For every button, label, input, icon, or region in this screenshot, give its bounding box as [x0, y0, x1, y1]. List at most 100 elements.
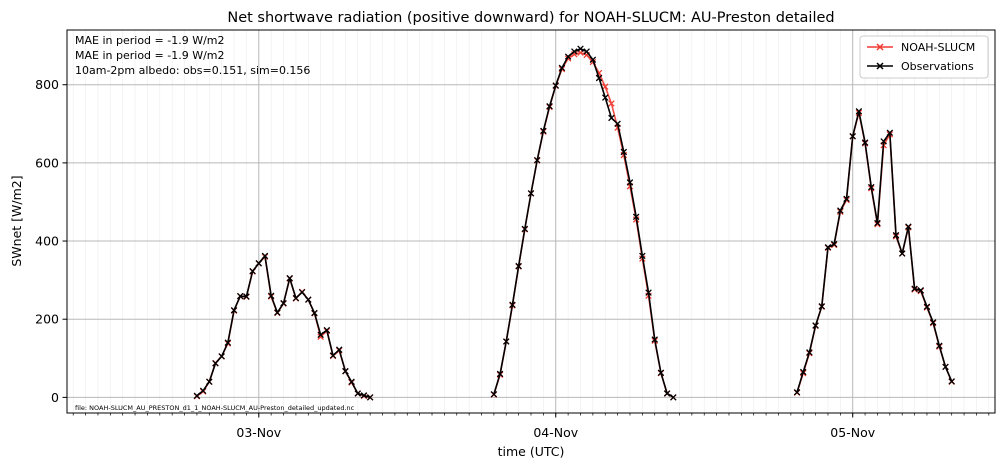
data-point-marker	[942, 363, 949, 371]
x-tick-label: 05-Nov	[830, 425, 875, 440]
series-layer	[193, 45, 955, 401]
legend-label-obs: Observations	[901, 60, 974, 73]
x-tick-label: 04-Nov	[533, 425, 578, 440]
data-point-marker	[905, 223, 912, 230]
data-point-marker	[552, 82, 560, 89]
y-tick-label: 400	[35, 234, 59, 249]
data-point-marker	[886, 129, 894, 137]
data-point-marker	[243, 293, 250, 300]
annotation-albedo: 10am-2pm albedo: obs=0.151, sim=0.156	[75, 64, 310, 77]
data-point-marker	[824, 244, 832, 251]
legend-label-model: NOAH-SLUCM	[901, 41, 975, 54]
data-point-marker	[923, 303, 931, 310]
y-tick-label: 200	[35, 312, 59, 327]
data-point-marker	[348, 378, 355, 385]
data-point-marker	[626, 179, 634, 186]
data-point-marker	[849, 133, 856, 140]
data-point-marker	[249, 267, 256, 275]
data-point-marker	[366, 394, 374, 401]
data-point-marker	[818, 303, 826, 310]
data-point-marker	[583, 48, 590, 55]
data-point-marker	[502, 338, 510, 345]
legend-marker-obs	[876, 62, 884, 70]
annotation-mae-2: MAE in period = -1.9 W/m2	[75, 49, 225, 62]
data-point-marker	[323, 326, 331, 334]
data-point-marker	[255, 260, 263, 267]
x-axis-label: time (UTC)	[498, 444, 565, 459]
data-point-marker	[193, 392, 201, 400]
data-point-marker	[286, 274, 293, 282]
data-point-marker	[360, 392, 368, 399]
data-point-marker	[608, 100, 615, 107]
data-point-marker	[212, 360, 219, 367]
data-point-marker	[929, 319, 937, 326]
data-point-marker	[651, 336, 658, 343]
data-point-marker	[515, 262, 522, 270]
data-point-marker	[274, 309, 281, 316]
data-point-marker	[589, 56, 597, 63]
series-line-segment	[493, 47, 674, 399]
data-point-marker	[595, 74, 603, 82]
y-tick-label: 0	[51, 390, 59, 405]
y-tick-label: 800	[35, 77, 59, 92]
data-point-marker	[280, 299, 287, 307]
y-tick-label: 600	[35, 155, 59, 170]
data-point-marker	[892, 231, 900, 239]
data-point-marker	[236, 292, 244, 300]
data-point-marker	[855, 108, 863, 115]
data-point-marker	[329, 352, 337, 359]
data-point-marker	[354, 390, 362, 397]
data-point-marker	[639, 252, 646, 260]
data-point-marker	[527, 190, 535, 197]
data-point-marker	[874, 219, 881, 227]
data-point-marker	[298, 288, 306, 296]
data-point-marker	[311, 309, 318, 317]
data-point-marker	[206, 378, 213, 385]
data-point-marker	[861, 139, 869, 146]
data-point-marker	[670, 394, 677, 401]
data-point-marker	[948, 378, 955, 385]
data-point-marker	[793, 389, 801, 396]
data-point-marker	[521, 225, 529, 233]
data-point-marker	[898, 250, 906, 257]
data-point-marker	[533, 156, 541, 164]
data-point-marker	[558, 64, 566, 72]
data-point-marker	[868, 183, 875, 191]
data-point-marker	[335, 346, 343, 353]
legend-marker-model	[876, 43, 884, 51]
data-point-marker	[540, 127, 547, 135]
data-point-marker	[218, 353, 225, 360]
data-point-marker	[342, 367, 349, 375]
data-point-marker	[292, 294, 300, 302]
chart-title: Net shortwave radiation (positive downwa…	[227, 10, 834, 26]
grid-layer	[67, 30, 995, 413]
x-tick-label: 03-Nov	[236, 425, 281, 440]
data-point-marker	[509, 301, 516, 309]
data-point-marker	[317, 331, 324, 339]
data-point-marker	[837, 207, 844, 214]
series-line-segment	[796, 110, 953, 393]
data-point-marker	[261, 252, 269, 260]
file-label: file: NOAH-SLUCM_AU_PRESTON_d1_1_NOAH-SL…	[75, 404, 355, 412]
data-point-marker	[874, 220, 881, 228]
data-point-marker	[564, 53, 572, 60]
data-point-marker	[608, 114, 615, 122]
data-point-marker	[645, 289, 652, 296]
data-point-marker	[799, 368, 807, 376]
data-point-marker	[267, 292, 275, 300]
data-point-marker	[880, 138, 887, 145]
data-point-marker	[936, 342, 943, 350]
data-point-marker	[843, 195, 850, 203]
data-point-marker	[224, 339, 232, 346]
legend: NOAH-SLUCM Observations	[859, 35, 989, 79]
data-point-marker	[917, 287, 925, 294]
data-point-marker	[317, 333, 324, 341]
data-point-marker	[806, 349, 813, 356]
axis-layer: 03-Nov 04-Nov 05-Nov 0 200 400 600 800	[35, 77, 990, 440]
data-point-marker	[577, 45, 584, 53]
data-point-marker	[601, 94, 609, 101]
data-point-marker	[496, 370, 504, 378]
data-point-marker	[546, 102, 553, 110]
data-point-marker	[571, 48, 578, 55]
